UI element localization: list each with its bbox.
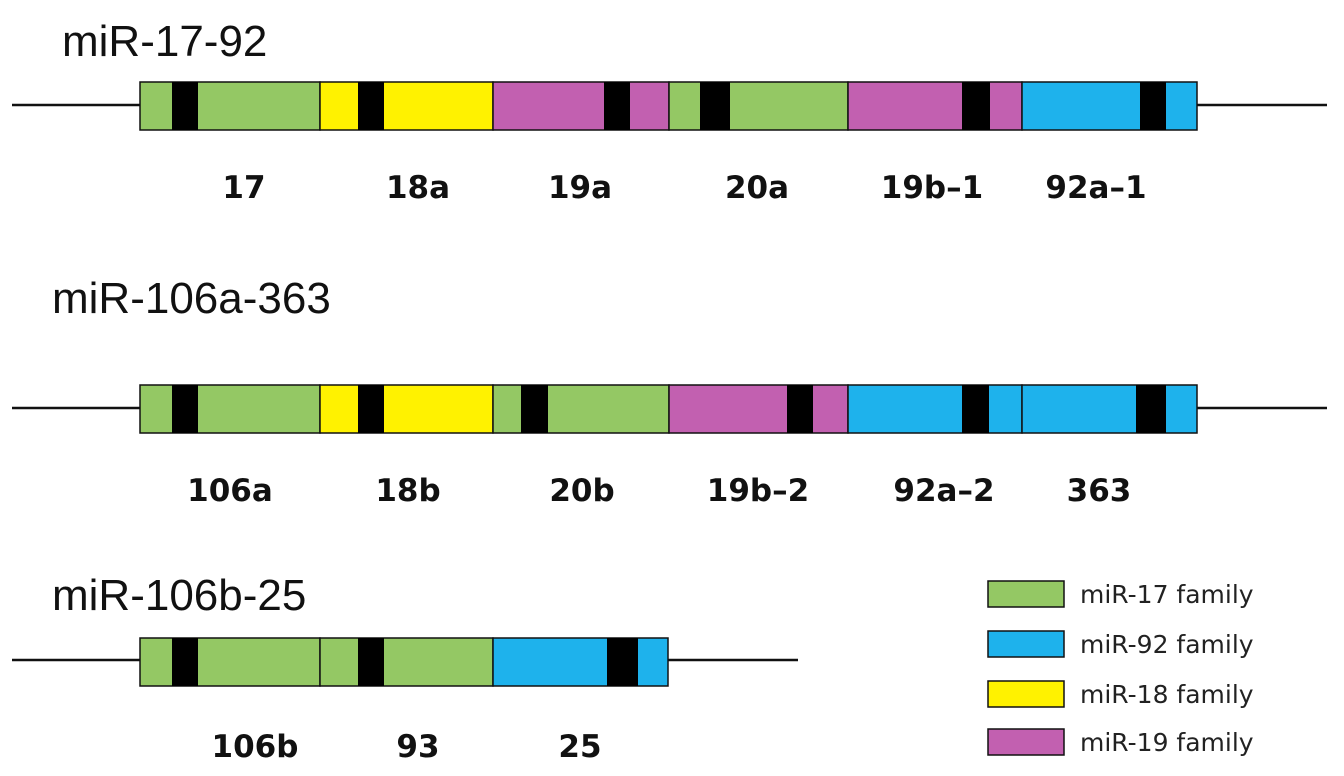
segment-mir18 <box>319 384 494 434</box>
segment-mir17 <box>668 81 849 131</box>
mature-band <box>700 82 730 130</box>
mirna-label: 92a–1 <box>1045 170 1146 206</box>
segment-mir92 <box>492 637 669 687</box>
segment-mir92 <box>1021 384 1198 434</box>
precursor-segment <box>319 637 494 687</box>
precursor-segment <box>492 637 669 687</box>
mirna-label: 106a <box>187 473 273 509</box>
precursor-segment <box>492 384 670 434</box>
legend-item: miR-19 family <box>987 728 1254 757</box>
segment-mir92 <box>847 384 1023 434</box>
cluster-mir-106b-25: miR-106b-25 106b 93 25 <box>12 571 798 765</box>
segment-mir19 <box>847 81 1023 131</box>
mature-band <box>172 385 198 433</box>
legend-swatch-mir17 <box>987 580 1065 608</box>
mature-band <box>358 82 384 130</box>
mirna-label: 20a <box>725 170 789 206</box>
mature-band <box>962 385 989 433</box>
mature-band <box>1136 385 1166 433</box>
legend-label: miR-92 family <box>1080 630 1254 659</box>
mirna-label: 93 <box>396 729 439 765</box>
mature-band <box>604 82 630 130</box>
mirna-label: 19b–2 <box>707 473 809 509</box>
mirna-label: 106b <box>212 729 299 765</box>
mirna-label: 17 <box>222 170 265 206</box>
segment-mir19 <box>492 81 670 131</box>
cluster-mir-17-92: miR-17-92 17 18a 19a 20a 19b–1 92a–1 <box>12 17 1327 206</box>
mirna-label: 19b–1 <box>881 170 983 206</box>
legend: miR-17 family miR-92 family miR-18 famil… <box>987 580 1254 757</box>
precursor-segment <box>1021 81 1198 131</box>
precursor-segment <box>319 81 494 131</box>
precursor-segment <box>1021 384 1198 434</box>
mature-band <box>172 82 198 130</box>
segment-mir19 <box>668 384 849 434</box>
mirna-label: 18a <box>386 170 450 206</box>
segment-mir18 <box>319 81 494 131</box>
cluster-mir-106a-363: miR-106a-363 106a 18b 20b 19b–2 92a–2 36… <box>12 274 1327 509</box>
mirna-label: 18b <box>375 473 440 509</box>
cluster-title: miR-106b-25 <box>52 571 306 620</box>
segment-mir17 <box>139 81 321 131</box>
segment-mir17 <box>139 637 321 687</box>
cluster-title: miR-17-92 <box>62 17 267 66</box>
precursor-segment <box>139 384 321 434</box>
precursor-segment <box>847 384 1023 434</box>
precursor-segment <box>139 81 321 131</box>
segment-mir17 <box>492 384 670 434</box>
legend-swatch-mir92 <box>987 630 1065 658</box>
mirna-label: 19a <box>548 170 612 206</box>
legend-swatch-mir19 <box>987 728 1065 756</box>
legend-item: miR-17 family <box>987 580 1254 609</box>
legend-label: miR-18 family <box>1080 680 1254 709</box>
mature-band <box>358 385 384 433</box>
mirna-label: 20b <box>549 473 614 509</box>
legend-label: miR-19 family <box>1080 728 1254 757</box>
mature-band <box>962 82 990 130</box>
mature-band <box>1140 82 1166 130</box>
precursor-segment <box>668 81 849 131</box>
segment-mir17 <box>139 384 321 434</box>
segment-mir92 <box>1021 81 1198 131</box>
segment-mir17 <box>319 637 494 687</box>
legend-swatch-mir18 <box>987 680 1065 708</box>
legend-item: miR-92 family <box>987 630 1254 659</box>
precursor-segment <box>492 81 670 131</box>
mirna-label: 92a–2 <box>893 473 994 509</box>
legend-item: miR-18 family <box>987 680 1254 709</box>
mature-band <box>358 638 384 686</box>
legend-label: miR-17 family <box>1080 580 1254 609</box>
mature-band <box>521 385 548 433</box>
cluster-title: miR-106a-363 <box>52 274 331 323</box>
precursor-segment <box>139 637 321 687</box>
mature-band <box>607 638 638 686</box>
precursor-segment <box>847 81 1023 131</box>
mature-band <box>172 638 198 686</box>
precursor-segment <box>668 384 849 434</box>
mirna-label: 363 <box>1067 473 1132 509</box>
precursor-segment <box>319 384 494 434</box>
mature-band <box>787 385 813 433</box>
mirna-label: 25 <box>558 729 601 765</box>
